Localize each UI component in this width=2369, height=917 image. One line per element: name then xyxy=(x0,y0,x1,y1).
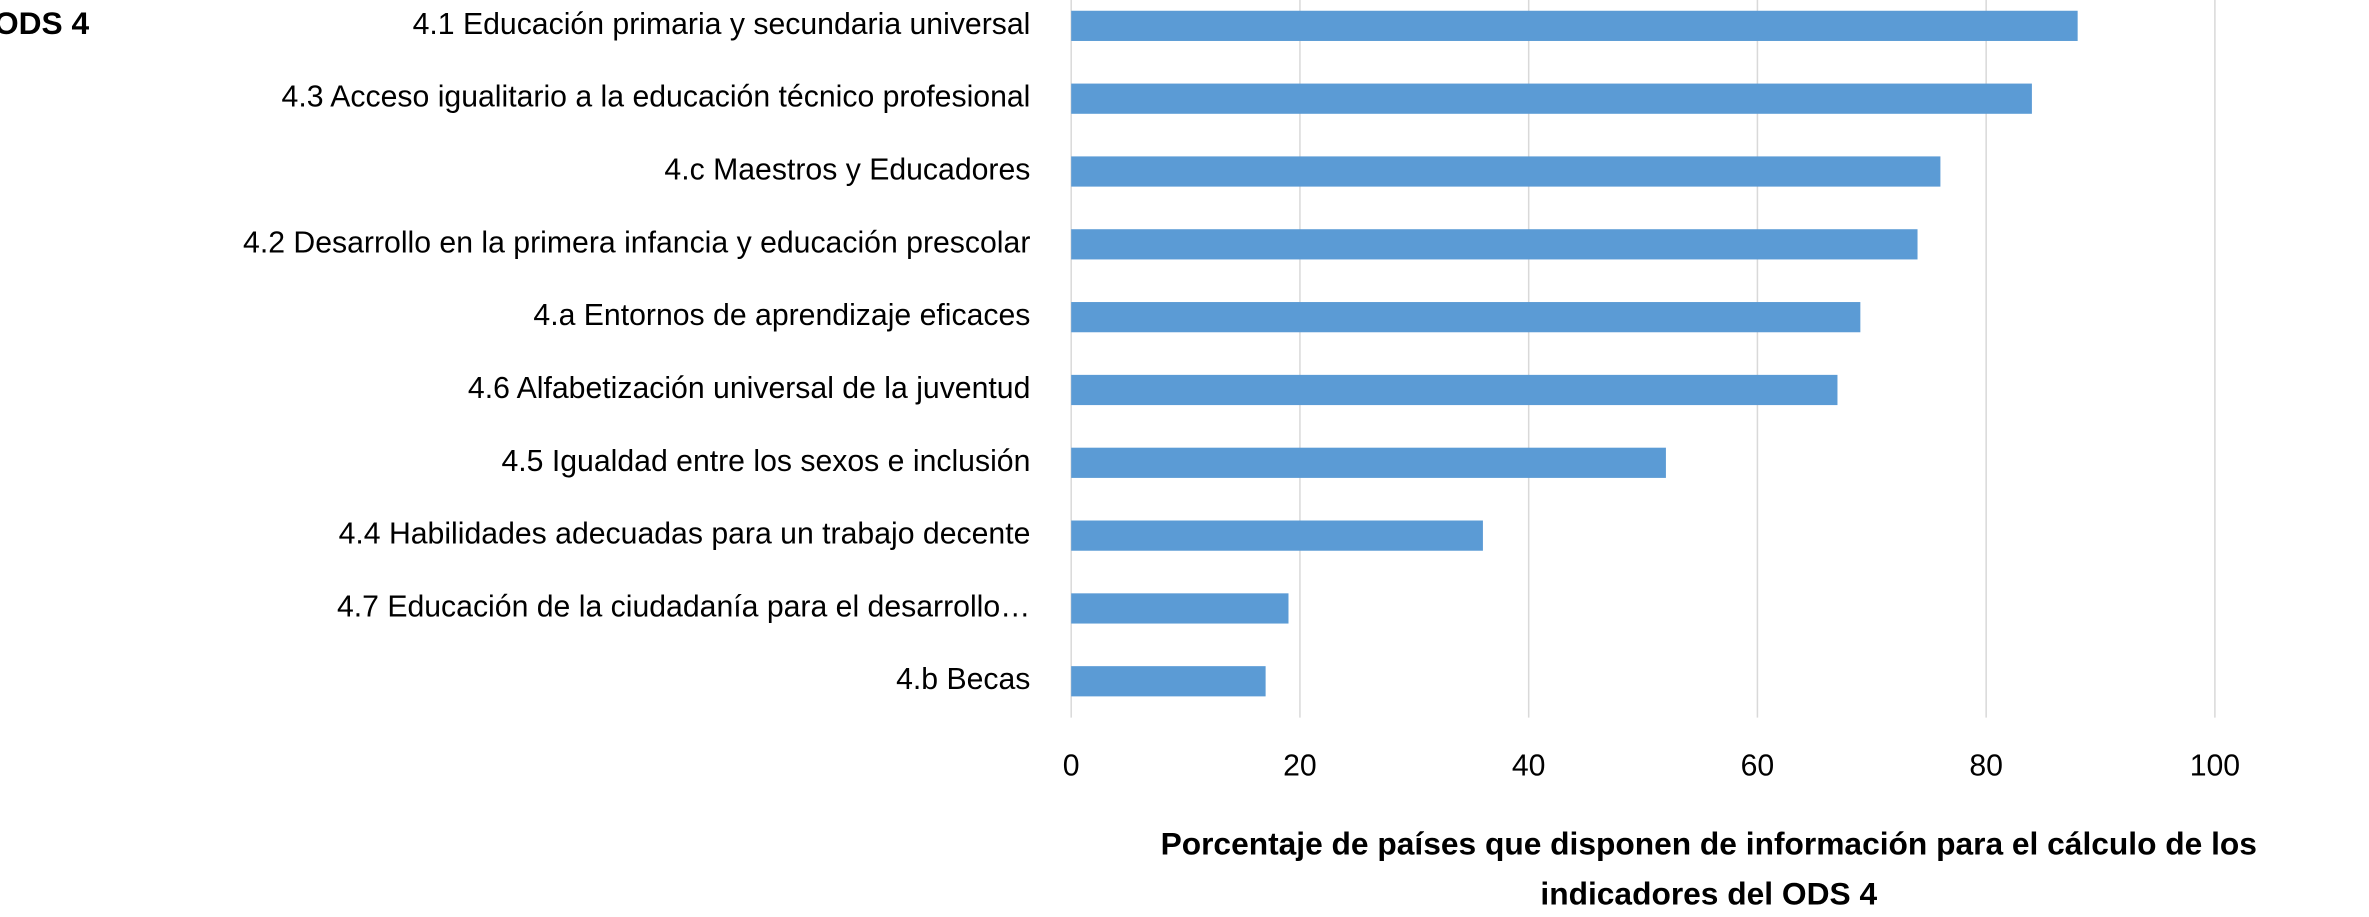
y-tick-label: 4.a Entornos de aprendizaje eficaces xyxy=(533,299,1030,332)
y-tick-label: 4.4 Habilidades adecuadas para un trabaj… xyxy=(339,518,1031,551)
x-tick-label: 60 xyxy=(1741,750,1775,783)
x-axis-title: Porcentaje de países que disponen de inf… xyxy=(1161,825,2257,861)
y-tick-label: 4.3 Acceso igualitario a la educación té… xyxy=(282,81,1031,114)
y-tick-label: 4.7 Educación de la ciudadanía para el d… xyxy=(337,590,1030,623)
y-tick-label: 4.c Maestros y Educadores xyxy=(664,153,1030,186)
bar xyxy=(1071,156,1941,187)
x-tick-label: 100 xyxy=(2190,750,2240,783)
bar xyxy=(1071,302,1861,333)
y-tick-label: 4.2 Desarrollo en la primera infancia y … xyxy=(243,226,1030,259)
bar xyxy=(1071,447,1666,478)
y-tick-label: 4.6 Alfabetización universal de la juven… xyxy=(468,372,1031,405)
bar xyxy=(1071,666,1266,697)
y-tick-label: 4.1 Educación primaria y secundaria univ… xyxy=(413,8,1031,41)
bar xyxy=(1071,10,2078,41)
x-tick-label: 0 xyxy=(1063,750,1080,783)
x-tick-label: 80 xyxy=(1969,750,2003,783)
y-tick-label: 4.b Becas xyxy=(896,663,1030,696)
x-tick-label: 20 xyxy=(1283,750,1317,783)
y-tick-label: 4.5 Igualdad entre los sexos e inclusión xyxy=(501,445,1030,478)
bar xyxy=(1071,593,1289,624)
chart-label: ODS 4 xyxy=(0,5,90,41)
bar xyxy=(1071,229,1918,260)
bar xyxy=(1071,520,1483,551)
bar xyxy=(1071,83,2032,114)
bar xyxy=(1071,374,1838,406)
x-tick-label: 40 xyxy=(1512,750,1546,783)
x-axis-title: indicadores del ODS 4 xyxy=(1540,875,1877,911)
